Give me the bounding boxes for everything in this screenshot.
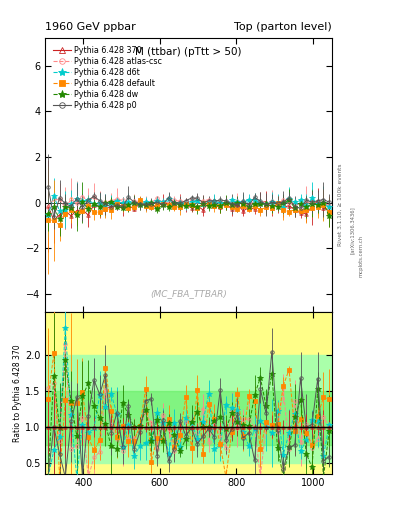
Text: Top (parton level): Top (parton level) [234,22,332,32]
Text: (MC_FBA_TTBAR): (MC_FBA_TTBAR) [150,289,227,298]
Legend: Pythia 6.428 370, Pythia 6.428 atlas-csc, Pythia 6.428 d6t, Pythia 6.428 default: Pythia 6.428 370, Pythia 6.428 atlas-csc… [52,45,163,111]
Bar [45,355,332,463]
Bar [45,391,332,445]
Y-axis label: Ratio to Pythia 6.428 370: Ratio to Pythia 6.428 370 [13,344,22,441]
Text: Rivet 3.1.10, ≥ 100k events: Rivet 3.1.10, ≥ 100k events [338,163,343,246]
Text: M (ttbar) (pTtt > 50): M (ttbar) (pTtt > 50) [136,47,242,57]
Text: [arXiv:1306.3436]: [arXiv:1306.3436] [350,206,355,254]
Text: mcplots.cern.ch: mcplots.cern.ch [358,235,364,277]
Text: 1960 GeV ppbar: 1960 GeV ppbar [45,22,136,32]
Bar [45,312,332,474]
